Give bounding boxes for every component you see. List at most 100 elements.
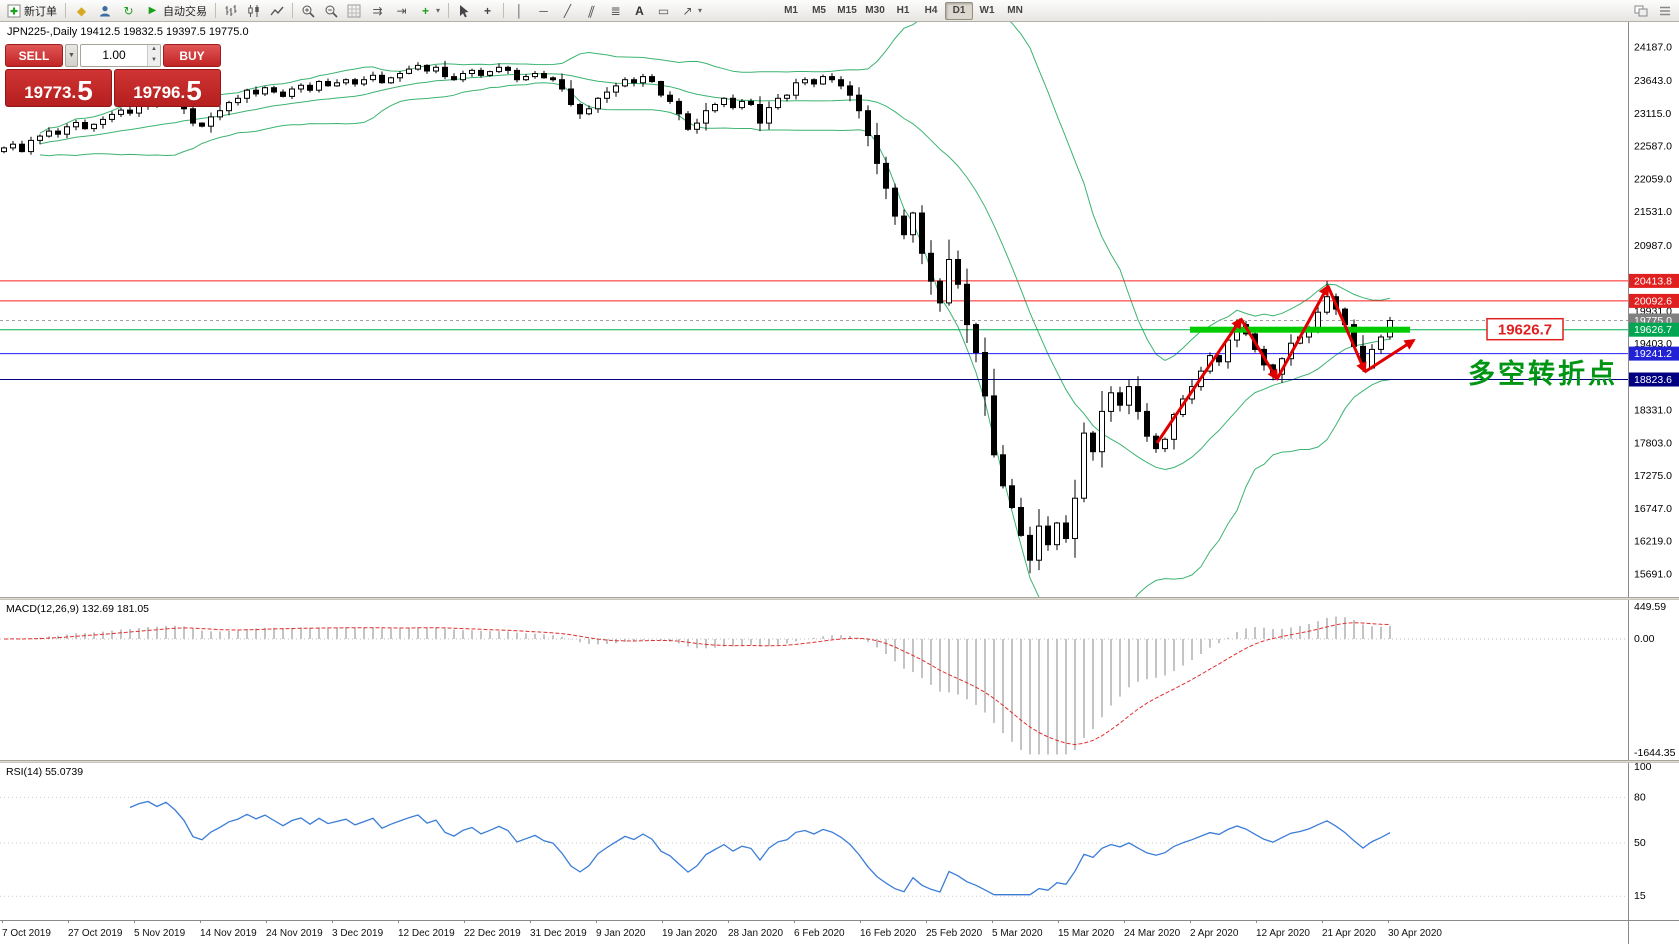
text-button[interactable]: A [628,1,651,20]
timeframe-m1[interactable]: M1 [777,2,805,20]
auto-scroll-button[interactable]: ⇉ [366,1,389,20]
rsi-canvas[interactable]: 100 80 50 15 [0,763,1679,920]
candlestick-chart-icon [248,4,259,17]
svg-text:22587.0: 22587.0 [1634,141,1672,153]
volume-dropdown-button[interactable]: ▼ [65,44,78,67]
candlestick-chart-button[interactable] [243,1,265,20]
price-chart-canvas[interactable]: 多空转折点 19626.7 24187.0 23643.0 23115.0 22587.0… [0,22,1679,597]
toolbar-separator [448,3,450,18]
new-order-label: 新订单 [24,5,57,18]
line-chart-button[interactable] [266,1,288,20]
refresh-icon: ↻ [123,3,134,18]
price-chart-panel: JPN225-,Daily 19412.5 19832.5 19397.5 19… [0,22,1679,597]
svg-text:19241.2: 19241.2 [1634,348,1672,360]
svg-text:20987.0: 20987.0 [1634,240,1672,252]
sell-button[interactable]: SELL [5,44,63,67]
svg-text:449.59: 449.59 [1634,601,1666,613]
svg-text:16 Feb 2020: 16 Feb 2020 [860,928,917,939]
chart-shift-button[interactable]: ⇥ [390,1,413,20]
zigzag-arrows [1155,284,1416,444]
svg-text:24187.0: 24187.0 [1634,42,1672,54]
profiles-button[interactable]: ◆ [70,1,93,20]
svg-text:15: 15 [1634,890,1646,902]
volume-value[interactable]: 1.00 [102,48,126,62]
crosshair-button[interactable]: + [476,1,499,20]
options-button[interactable] [1654,1,1676,20]
volume-up-button[interactable]: ▲ [148,45,160,56]
time-axis[interactable]: 7 Oct 2019 27 Oct 2019 5 Nov 2019 14 Nov 20… [0,920,1679,944]
channel-button[interactable]: ∥ [580,1,603,20]
macd-label: MACD(12,26,9) 132.69 181.05 [6,603,150,615]
volume-field[interactable]: 1.00 ▲ ▼ [80,44,161,67]
indicators-button[interactable]: + ▾ [414,1,444,20]
profiles-icon: ◆ [76,3,87,18]
channel-icon: ∥ [586,3,597,18]
svg-text:100: 100 [1634,763,1652,773]
svg-text:17803.0: 17803.0 [1634,437,1672,449]
buy-price-pips: 5 [186,75,202,107]
fibonacci-button[interactable]: ≣ [604,1,627,20]
timeframe-h4[interactable]: H4 [917,2,945,20]
timeframe-d1[interactable]: D1 [945,1,974,20]
volume-spinner: ▲ ▼ [147,45,160,66]
bar-chart-icon [225,4,237,16]
timeframe-h1[interactable]: H1 [889,2,917,20]
svg-text:12 Dec 2019: 12 Dec 2019 [398,928,455,939]
text-icon: A [635,3,644,18]
zoom-out-button[interactable] [320,1,342,20]
svg-text:0.00: 0.00 [1634,633,1655,645]
toolbar-right-group [1630,1,1676,20]
refresh-button[interactable]: ↻ [117,1,140,20]
svg-text:23115.0: 23115.0 [1634,108,1671,120]
svg-text:22 Dec 2019: 22 Dec 2019 [464,928,521,939]
svg-text:6 Feb 2020: 6 Feb 2020 [794,928,845,939]
horizontal-line-button[interactable]: ─ [532,1,555,20]
timeframe-group: M1 M5 M15 M30 H1 H4 D1 W1 MN [777,1,1029,20]
buy-button[interactable]: BUY [163,44,221,67]
timeframe-m15[interactable]: M15 [833,2,861,20]
zoom-in-button[interactable] [297,1,319,20]
chart-windows-button[interactable] [1630,1,1652,20]
timeframe-m5[interactable]: M5 [805,2,833,20]
indicators-icon: + [421,3,429,18]
sell-price-display[interactable]: 19773. 5 [5,69,112,107]
volume-down-button[interactable]: ▼ [148,55,160,66]
cursor-icon [460,4,469,17]
panel-splitter[interactable] [0,760,1679,763]
cursor-button[interactable] [453,1,475,20]
arrows-icon: ↗ [682,3,693,18]
macd-panel: MACD(12,26,9) 132.69 181.05 449.59 0.00 -1… [0,600,1679,760]
symbol-info: JPN225-,Daily 19412.5 19832.5 19397.5 19… [7,26,249,38]
autotrading-button[interactable]: ▶ 自动交易 [141,1,211,20]
chevron-down-icon: ▾ [698,6,703,15]
buy-price-display[interactable]: 19796. 5 [114,69,221,107]
rsi-panel: RSI(14) 55.0739 100 80 50 15 [0,763,1679,920]
bollinger-bands [39,22,1391,597]
one-click-trading-widget: SELL ▼ 1.00 ▲ ▼ BUY 19773. 5 19796. 5 [5,44,221,107]
timeframe-mn[interactable]: MN [1001,2,1029,20]
support-zone-bar [1190,326,1410,333]
price-badge [1629,293,1679,308]
trendline-button[interactable]: ╱ [556,1,579,20]
svg-text:20092.6: 20092.6 [1634,295,1672,307]
svg-text:5 Nov 2019: 5 Nov 2019 [134,928,186,939]
timeframe-w1[interactable]: W1 [973,2,1001,20]
svg-text:19 Jan 2020: 19 Jan 2020 [662,928,717,939]
market-watch-button[interactable] [94,1,116,20]
macd-canvas[interactable]: 449.59 0.00 -1644.35 [0,600,1679,760]
auto-scroll-icon: ⇉ [372,3,383,18]
svg-text:28 Jan 2020: 28 Jan 2020 [728,928,783,939]
timeframe-m30[interactable]: M30 [861,2,889,20]
zoom-in-icon [302,5,315,18]
toolbar-separator [503,3,505,18]
grid-button[interactable] [343,1,365,20]
turning-point-note: 多空转折点 [1468,358,1618,389]
bar-chart-button[interactable] [220,1,242,20]
new-order-button[interactable]: 新订单 [3,1,61,20]
text-label-icon: ▭ [657,3,670,18]
text-label-button[interactable]: ▭ [652,1,675,20]
vertical-line-button[interactable]: │ [508,1,531,20]
panel-splitter[interactable] [0,597,1679,600]
arrows-button[interactable]: ↗ ▾ [676,1,706,20]
